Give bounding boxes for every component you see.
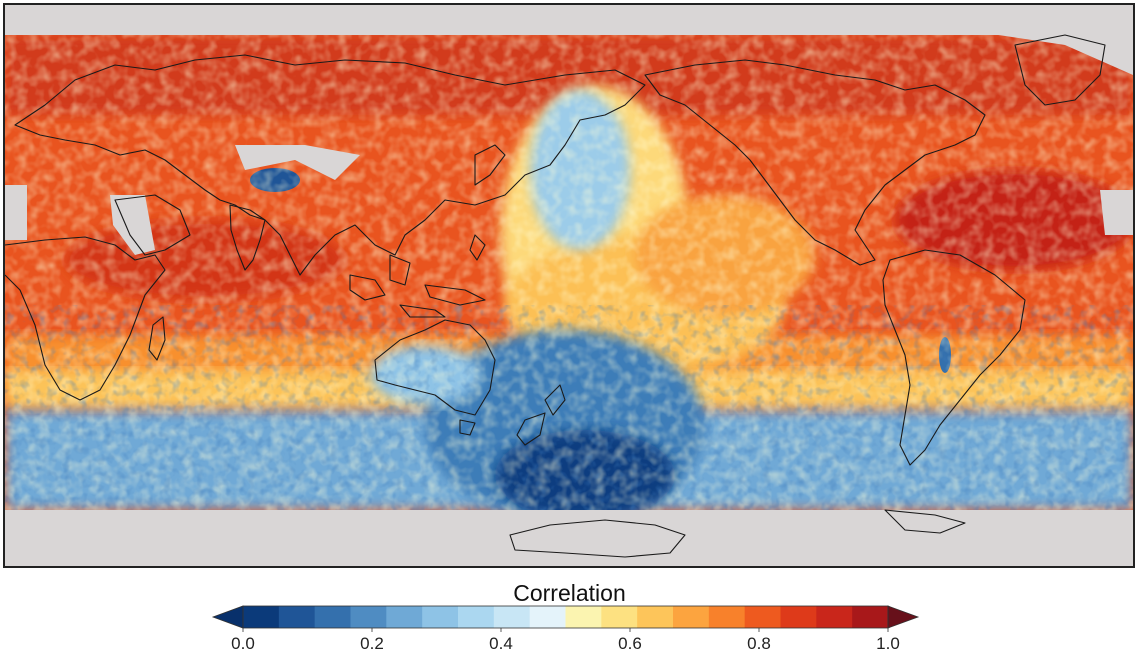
colorbar-bin — [673, 606, 710, 628]
colorbar-bin — [386, 606, 423, 628]
correlation-map — [3, 3, 1135, 568]
colorbar-tick-label: 0.2 — [360, 634, 384, 653]
colorbar-bin — [708, 606, 746, 628]
colorbar-bin — [816, 606, 853, 628]
colorbar-title: Correlation — [513, 580, 626, 606]
colorbar-bin — [243, 606, 280, 628]
correlation-field — [5, 35, 1133, 520]
colorbar-bin — [565, 606, 602, 628]
colorbar-bin — [350, 606, 387, 628]
missing-regions — [5, 5, 1133, 566]
colorbar-tick-label: 0.6 — [618, 634, 642, 653]
colorbar-bin — [780, 606, 817, 628]
colorbar-ticks: 0.0 0.2 0.4 0.6 0.8 1.0 — [231, 628, 900, 653]
colorbar-bin — [637, 606, 674, 628]
colorbar: 0.0 0.2 0.4 0.6 0.8 1.0 — [211, 605, 920, 653]
colorbar-over-arrow — [887, 605, 920, 629]
colorbar-tick-label: 0.8 — [747, 634, 771, 653]
map-canvas — [5, 5, 1133, 566]
colorbar-bin — [529, 606, 567, 628]
colorbar-bin — [601, 606, 638, 628]
colorbar-bin — [314, 606, 352, 628]
colorbar-bin — [744, 606, 782, 628]
colorbar-bin — [458, 606, 495, 628]
colorbar-under-arrow — [211, 605, 244, 629]
colorbar-tick-label: 0.0 — [231, 634, 255, 653]
colorbar-bin — [493, 606, 531, 628]
colorbar-border — [242, 605, 889, 629]
colorbar-tick-label: 0.4 — [489, 634, 513, 653]
colorbar-bins — [243, 606, 889, 628]
colorbar-tick-label: 1.0 — [876, 634, 900, 653]
coastlines — [5, 34, 1106, 558]
colorbar-bin — [852, 606, 889, 628]
colorbar-bin — [422, 606, 459, 628]
colorbar-bin — [278, 606, 316, 628]
